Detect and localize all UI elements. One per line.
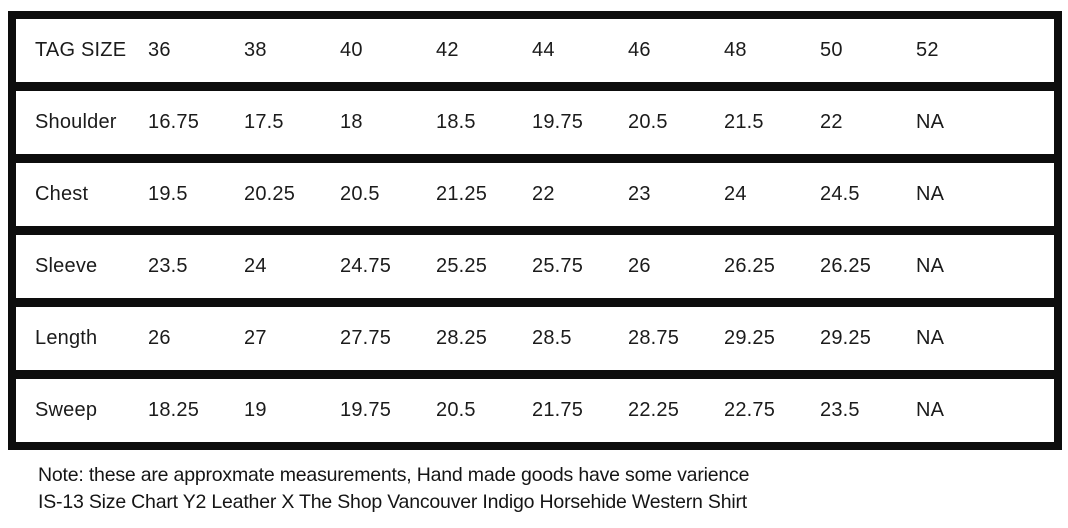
size-column-header: 50 <box>820 39 843 61</box>
measurement-cell: 16.75 <box>148 111 200 133</box>
measurement-cell: 27 <box>244 327 267 349</box>
row-label: Sweep <box>35 399 98 421</box>
size-chart-table: TAG SIZE 36 38 40 42 44 46 48 50 52 Shou… <box>8 11 1062 450</box>
measurement-cell: 19 <box>244 399 267 421</box>
size-column-header: 48 <box>724 39 747 61</box>
measurement-cell: 22.25 <box>628 399 680 421</box>
row-label: Shoulder <box>35 111 117 133</box>
measurement-cell: 21.75 <box>532 399 584 421</box>
measurement-cell: 27.75 <box>340 327 392 349</box>
measurement-cell: 19.75 <box>340 399 392 421</box>
measurement-cell: 17.5 <box>244 111 284 133</box>
measurement-cell: 20.5 <box>340 183 380 205</box>
measurement-cell: 20.5 <box>628 111 668 133</box>
measurement-cell: 28.25 <box>436 327 488 349</box>
note-product-line: IS-13 Size Chart Y2 Leather X The Shop V… <box>38 491 748 513</box>
table-row-shoulder: Shoulder 16.75 17.5 18 18.5 19.75 20.5 2… <box>16 82 1054 154</box>
measurement-cell: NA <box>916 399 945 421</box>
measurement-cell: 29.25 <box>820 327 872 349</box>
measurement-cell: 21.25 <box>436 183 488 205</box>
measurement-cell: 20.25 <box>244 183 296 205</box>
measurement-cell: 26.25 <box>820 255 872 277</box>
measurement-cell: 22 <box>820 111 843 133</box>
measurement-cell: 28.75 <box>628 327 680 349</box>
measurement-cell: NA <box>916 327 945 349</box>
size-column-header: 40 <box>340 39 363 61</box>
table-row-length: Length 26 27 27.75 28.25 28.5 28.75 29.2… <box>16 298 1054 370</box>
size-column-header: 52 <box>916 39 939 61</box>
measurement-cell: 26 <box>148 327 171 349</box>
measurement-cell: 25.75 <box>532 255 584 277</box>
measurement-cell: 18.25 <box>148 399 200 421</box>
size-column-header: 38 <box>244 39 267 61</box>
size-column-header: 36 <box>148 39 171 61</box>
measurement-cell: 24 <box>724 183 747 205</box>
measurement-cell: 28.5 <box>532 327 572 349</box>
row-label: Chest <box>35 183 89 205</box>
measurement-cell: 29.25 <box>724 327 776 349</box>
measurement-cell: 24.75 <box>340 255 392 277</box>
measurement-cell: 23 <box>628 183 651 205</box>
measurement-cell: 24.5 <box>820 183 860 205</box>
measurement-cell: 18.5 <box>436 111 476 133</box>
table-header-row: TAG SIZE 36 38 40 42 44 46 48 50 52 <box>16 19 1054 82</box>
measurement-cell: 20.5 <box>436 399 476 421</box>
row-label: Sleeve <box>35 255 98 277</box>
note-measurements-line: Note: these are approxmate measurements,… <box>38 464 750 486</box>
measurement-cell: 24 <box>244 255 267 277</box>
measurement-cell: 23.5 <box>148 255 188 277</box>
measurement-cell: 26.25 <box>724 255 776 277</box>
footer-notes: Note: these are approxmate measurements,… <box>38 462 749 516</box>
measurement-cell: NA <box>916 111 945 133</box>
measurement-cell: NA <box>916 183 945 205</box>
size-column-header: 44 <box>532 39 555 61</box>
measurement-cell: 25.25 <box>436 255 488 277</box>
measurement-cell: 21.5 <box>724 111 764 133</box>
measurement-cell: 23.5 <box>820 399 860 421</box>
table-row-sleeve: Sleeve 23.5 24 24.75 25.25 25.75 26 26.2… <box>16 226 1054 298</box>
size-column-header: 46 <box>628 39 651 61</box>
size-column-header: 42 <box>436 39 459 61</box>
measurement-cell: 22 <box>532 183 555 205</box>
measurement-cell: 26 <box>628 255 651 277</box>
measurement-cell: 22.75 <box>724 399 776 421</box>
table-row-chest: Chest 19.5 20.25 20.5 21.25 22 23 24 24.… <box>16 154 1054 226</box>
measurement-cell: NA <box>916 255 945 277</box>
table-row-sweep: Sweep 18.25 19 19.75 20.5 21.75 22.25 22… <box>16 370 1054 442</box>
header-tag-size-label: TAG SIZE <box>35 39 127 61</box>
measurement-cell: 18 <box>340 111 363 133</box>
measurement-cell: 19.5 <box>148 183 188 205</box>
measurement-cell: 19.75 <box>532 111 584 133</box>
row-label: Length <box>35 327 98 349</box>
